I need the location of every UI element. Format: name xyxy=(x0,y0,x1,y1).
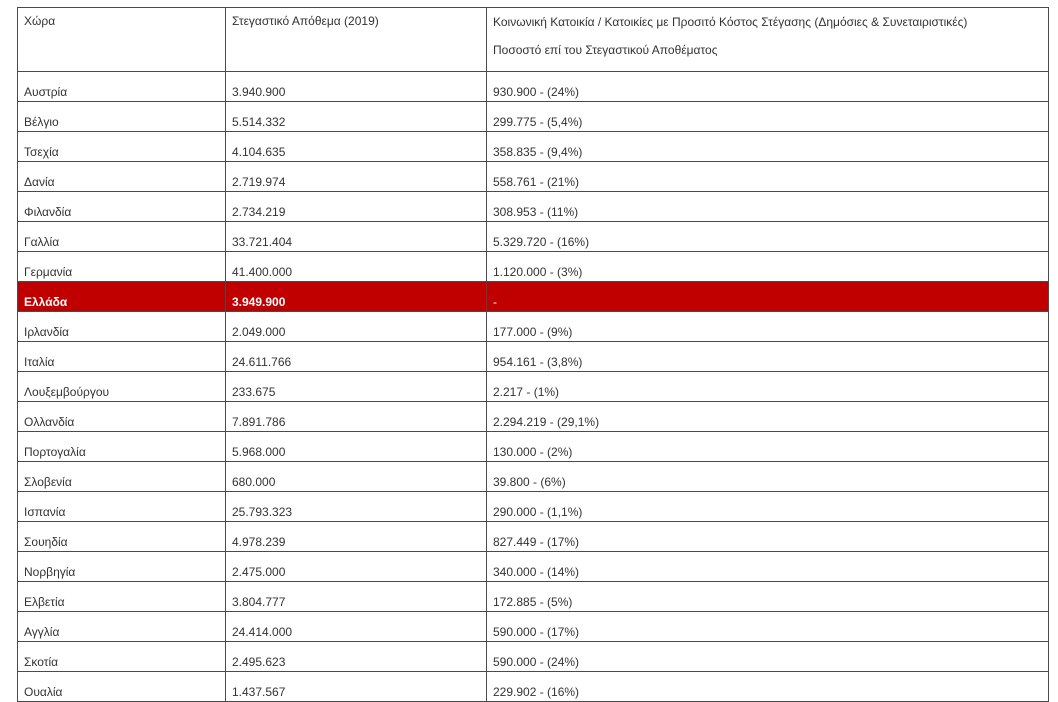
cell-country: Σουηδία xyxy=(17,521,226,552)
cell-country: Φιλανδία xyxy=(17,191,226,222)
cell-country: Πορτογαλία xyxy=(17,431,226,462)
cell-social-housing: 2.294.219 - (29,1%) xyxy=(486,401,1049,432)
cell-housing-stock: 4.104.635 xyxy=(225,131,487,162)
cell-country: Τσεχία xyxy=(17,131,226,162)
cell-social-housing: 308.953 - (11%) xyxy=(486,191,1049,222)
cell-housing-stock: 1.437.567 xyxy=(225,671,487,702)
cell-housing-stock: 3.940.900 xyxy=(225,71,487,102)
cell-country: Ολλανδία xyxy=(17,401,226,432)
cell-social-housing: 229.902 - (16%) xyxy=(486,671,1049,702)
cell-social-housing: 299.775 - (5,4%) xyxy=(486,101,1049,132)
table-row: Σλοβενία 680.000 39.800 - (6%) xyxy=(17,461,1049,492)
table-row: Γαλλία 33.721.404 5.329.720 - (16%) xyxy=(17,221,1049,252)
cell-housing-stock: 24.414.000 xyxy=(225,611,487,642)
header-social-housing-subtitle: Ποσοστό επί του Στεγαστικού Αποθέματος xyxy=(493,43,718,57)
table-row: Φιλανδία 2.734.219 308.953 - (11%) xyxy=(17,191,1049,222)
cell-housing-stock: 2.734.219 xyxy=(225,191,487,222)
cell-country: Νορβηγία xyxy=(17,551,226,582)
cell-housing-stock: 24.611.766 xyxy=(225,341,487,372)
cell-country: Ιρλανδία xyxy=(17,311,226,342)
table-row: Ουαλία 1.437.567 229.902 - (16%) xyxy=(17,671,1049,702)
cell-country: Ουαλία xyxy=(17,671,226,702)
cell-social-housing: 130.000 - (2%) xyxy=(486,431,1049,462)
cell-housing-stock: 2.049.000 xyxy=(225,311,487,342)
cell-social-housing: 590.000 - (24%) xyxy=(486,641,1049,672)
cell-social-housing: 2.217 - (1%) xyxy=(486,371,1049,402)
cell-country: Ελβετία xyxy=(17,581,226,612)
cell-country: Γερμανία xyxy=(17,251,226,282)
cell-country: Σλοβενία xyxy=(17,461,226,492)
cell-social-housing: 5.329.720 - (16%) xyxy=(486,221,1049,252)
cell-country: Βέλγιο xyxy=(17,101,226,132)
table-row: Δανία 2.719.974 558.761 - (21%) xyxy=(17,161,1049,192)
cell-housing-stock: 3.949.900 xyxy=(225,281,487,312)
cell-housing-stock: 25.793.323 xyxy=(225,491,487,522)
table-row: Αυστρία 3.940.900 930.900 - (24%) xyxy=(17,71,1049,102)
cell-housing-stock: 7.891.786 xyxy=(225,401,487,432)
cell-country: Δανία xyxy=(17,161,226,192)
table-row: Λουξεμβούργου 233.675 2.217 - (1%) xyxy=(17,371,1049,402)
table-row: Βέλγιο 5.514.332 299.775 - (5,4%) xyxy=(17,101,1049,132)
cell-housing-stock: 2.719.974 xyxy=(225,161,487,192)
cell-social-housing: 39.800 - (6%) xyxy=(486,461,1049,492)
table-row: Γερμανία 41.400.000 1.120.000 - (3%) xyxy=(17,251,1049,282)
table-row: Ισπανία 25.793.323 290.000 - (1,1%) xyxy=(17,491,1049,522)
cell-country: Αγγλία xyxy=(17,611,226,642)
cell-social-housing: 290.000 - (1,1%) xyxy=(486,491,1049,522)
cell-housing-stock: 3.804.777 xyxy=(225,581,487,612)
cell-country: Ελλάδα xyxy=(17,281,226,312)
cell-housing-stock: 680.000 xyxy=(225,461,487,492)
cell-social-housing: 1.120.000 - (3%) xyxy=(486,251,1049,282)
table-row: Ιρλανδία 2.049.000 177.000 - (9%) xyxy=(17,311,1049,342)
table-row: Αγγλία 24.414.000 590.000 - (17%) xyxy=(17,611,1049,642)
cell-housing-stock: 41.400.000 xyxy=(225,251,487,282)
cell-social-housing: 954.161 - (3,8%) xyxy=(486,341,1049,372)
header-country: Χώρα xyxy=(17,7,226,72)
cell-housing-stock: 2.495.623 xyxy=(225,641,487,672)
cell-social-housing: 930.900 - (24%) xyxy=(486,71,1049,102)
table-row: Σκοτία 2.495.623 590.000 - (24%) xyxy=(17,641,1049,672)
table-row-highlighted: Ελλάδα 3.949.900- xyxy=(17,281,1049,312)
table-row: Ολλανδία 7.891.786 2.294.219 - (29,1%) xyxy=(17,401,1049,432)
table-row: Ιταλία 24.611.766 954.161 - (3,8%) xyxy=(17,341,1049,372)
cell-housing-stock: 5.514.332 xyxy=(225,101,487,132)
cell-country: Αυστρία xyxy=(17,71,226,102)
cell-social-housing: 358.835 - (9,4%) xyxy=(486,131,1049,162)
table-row: Τσεχία 4.104.635 358.835 - (9,4%) xyxy=(17,131,1049,162)
cell-social-housing: 827.449 - (17%) xyxy=(486,521,1049,552)
cell-social-housing: 340.000 - (14%) xyxy=(486,551,1049,582)
cell-social-housing: 172.885 - (5%) xyxy=(486,581,1049,612)
table-row: Πορτογαλία 5.968.000 130.000 - (2%) xyxy=(17,431,1049,462)
housing-stock-table: Χώρα Στεγαστικό Απόθεμα (2019) Κοινωνική… xyxy=(17,7,1049,702)
table-row: Σουηδία 4.978.239 827.449 - (17%) xyxy=(17,521,1049,552)
header-row: Χώρα Στεγαστικό Απόθεμα (2019) Κοινωνική… xyxy=(17,7,1049,72)
table-row: Ελβετία 3.804.777 172.885 - (5%) xyxy=(17,581,1049,612)
cell-housing-stock: 33.721.404 xyxy=(225,221,487,252)
cell-housing-stock: 5.968.000 xyxy=(225,431,487,462)
header-social-housing: Κοινωνική Κατοικία / Κατοικίες με Προσιτ… xyxy=(486,7,1049,72)
header-housing-stock: Στεγαστικό Απόθεμα (2019) xyxy=(225,7,487,72)
cell-housing-stock: 233.675 xyxy=(225,371,487,402)
cell-social-housing: 590.000 - (17%) xyxy=(486,611,1049,642)
cell-social-housing: 177.000 - (9%) xyxy=(486,311,1049,342)
cell-housing-stock: 2.475.000 xyxy=(225,551,487,582)
table-body: Αυστρία 3.940.900 930.900 - (24%) Βέλγιο 5.5… xyxy=(17,71,1049,702)
header-social-housing-title: Κοινωνική Κατοικία / Κατοικίες με Προσιτ… xyxy=(493,15,968,29)
cell-country: Λουξεμβούργου xyxy=(17,371,226,402)
table-row: Νορβηγία 2.475.000 340.000 - (14%) xyxy=(17,551,1049,582)
cell-social-housing: - xyxy=(486,281,1049,312)
cell-social-housing: 558.761 - (21%) xyxy=(486,161,1049,192)
cell-country: Ιταλία xyxy=(17,341,226,372)
cell-country: Ισπανία xyxy=(17,491,226,522)
cell-country: Γαλλία xyxy=(17,221,226,252)
cell-country: Σκοτία xyxy=(17,641,226,672)
cell-housing-stock: 4.978.239 xyxy=(225,521,487,552)
table-wrapper: Χώρα Στεγαστικό Απόθεμα (2019) Κοινωνική… xyxy=(17,7,1049,702)
table-header: Χώρα Στεγαστικό Απόθεμα (2019) Κοινωνική… xyxy=(17,7,1049,72)
